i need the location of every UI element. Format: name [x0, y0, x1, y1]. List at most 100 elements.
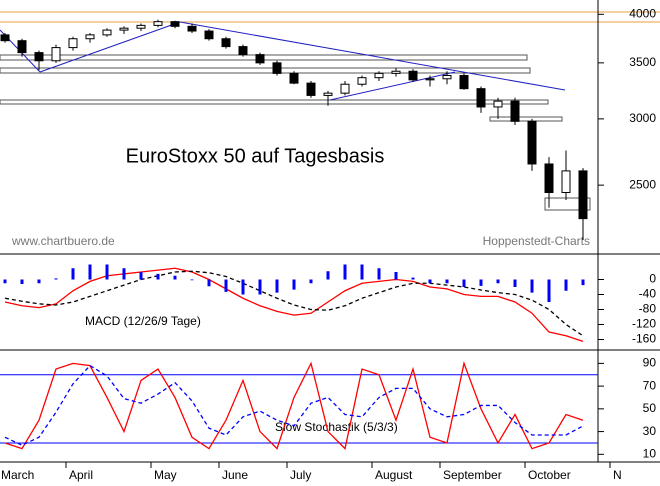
y-tick-label: 50: [643, 401, 657, 415]
histogram-bar: [564, 279, 568, 291]
histogram-bar: [479, 279, 483, 286]
candle-body: [153, 21, 163, 26]
histogram-bar: [71, 268, 75, 280]
candle-body: [425, 78, 435, 81]
candle-body: [323, 92, 333, 96]
y-tick-label: -120: [632, 317, 656, 331]
histogram-bar: [122, 268, 126, 280]
y-tick-label: 10: [643, 446, 657, 460]
histogram-bar: [496, 279, 500, 284]
candle-body: [374, 72, 384, 79]
panel-title: Slow Stochastik (5/3/3): [275, 420, 398, 434]
candle-body: [272, 62, 282, 74]
histogram-bar: [190, 279, 194, 281]
candle-body: [357, 77, 367, 85]
histogram-bar: [360, 264, 364, 280]
x-tick-label: July: [290, 468, 311, 482]
x-tick-label: N: [613, 468, 622, 482]
series-line: [4, 270, 584, 337]
histogram-bar: [139, 272, 143, 280]
candle-body: [51, 47, 61, 62]
candle-body: [204, 30, 214, 40]
histogram-bar: [156, 273, 160, 280]
zone-box: [544, 197, 591, 211]
candle-body: [493, 100, 503, 108]
trend-line: [39, 21, 181, 73]
y-tick-label: 90: [643, 356, 657, 370]
candle-body: [459, 75, 469, 90]
candle-body: [255, 54, 265, 64]
y-tick-label: -80: [639, 302, 657, 316]
histogram-bar: [241, 279, 245, 295]
y-tick-label: 30: [643, 424, 657, 438]
candle-body: [578, 170, 588, 220]
histogram-bar: [309, 279, 313, 284]
candle-body: [17, 40, 27, 54]
histogram-bar: [207, 279, 211, 287]
histogram-bar: [343, 264, 347, 280]
x-tick-label: April: [69, 468, 93, 482]
candle-body: [136, 24, 146, 29]
candle-body: [527, 120, 537, 165]
candle-body: [68, 38, 78, 49]
y-tick-label: 0: [649, 272, 656, 286]
trend-line: [329, 71, 456, 101]
histogram-bar: [275, 279, 279, 293]
series-line: [4, 361, 584, 450]
y-tick-label: 4000: [629, 6, 656, 20]
candle-body: [391, 70, 401, 74]
y-tick-label: -160: [632, 332, 656, 346]
candle-body: [340, 83, 350, 94]
histogram-bar: [37, 279, 41, 284]
candle-body: [238, 46, 248, 56]
histogram-bar: [581, 279, 585, 286]
histogram-bar: [462, 279, 466, 287]
y-tick-label: 3000: [629, 111, 656, 125]
histogram-bar: [173, 275, 177, 280]
y-tick-label: 2500: [629, 177, 656, 191]
histogram-bar: [411, 277, 415, 280]
histogram-bar: [54, 278, 58, 280]
x-tick-label: June: [222, 468, 248, 482]
x-tick-label: October: [528, 468, 571, 482]
candle-body: [0, 34, 10, 42]
candle-body: [119, 27, 129, 31]
candle-body: [187, 25, 197, 32]
histogram-bar: [445, 279, 449, 284]
x-tick-label: August: [375, 468, 413, 482]
histogram-bar: [3, 279, 7, 284]
histogram-bar: [105, 264, 109, 280]
zone-box: [489, 116, 563, 122]
y-tick-label: 70: [643, 378, 657, 392]
candle-body: [85, 34, 95, 40]
histogram-bar: [88, 264, 92, 280]
histogram-bar: [326, 271, 330, 280]
x-tick-label: March: [1, 468, 34, 482]
candle-body: [289, 72, 299, 84]
y-tick-label: -40: [639, 287, 657, 301]
candle-body: [170, 21, 180, 27]
candle-body: [442, 75, 452, 80]
candle-body: [544, 163, 554, 193]
histogram-bar: [377, 268, 381, 280]
histogram-bar: [224, 279, 228, 292]
candle-body: [221, 38, 231, 48]
candle-body: [102, 29, 112, 36]
histogram-bar: [530, 279, 534, 293]
series-line: [4, 267, 584, 342]
histogram-bar: [428, 279, 432, 284]
y-tick-label: 3500: [629, 55, 656, 69]
candle-body: [408, 70, 418, 81]
candle-body: [34, 52, 44, 62]
series-line: [4, 364, 584, 446]
histogram-bar: [547, 279, 551, 302]
zone-box: [0, 99, 549, 105]
annotation: www.chartbuero.de: [11, 234, 115, 248]
histogram-bar: [292, 279, 296, 290]
candle-body: [561, 170, 571, 193]
candle-body: [510, 100, 520, 122]
histogram-bar: [20, 279, 24, 284]
x-tick-label: September: [443, 468, 502, 482]
